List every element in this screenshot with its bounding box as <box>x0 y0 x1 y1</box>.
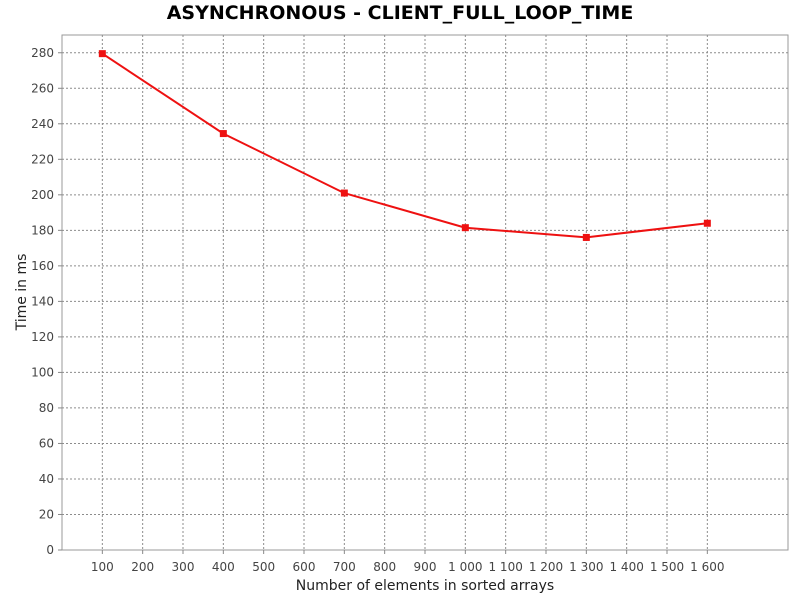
y-tick-label: 20 <box>39 507 54 521</box>
x-tick-label: 900 <box>414 560 437 574</box>
y-tick-label: 140 <box>31 294 54 308</box>
y-tick-label: 80 <box>39 401 54 415</box>
x-tick-label: 1 200 <box>529 560 563 574</box>
x-tick-label: 1 300 <box>569 560 603 574</box>
x-tick-label: 1 600 <box>690 560 724 574</box>
x-tick-label: 1 400 <box>609 560 643 574</box>
y-tick-label: 220 <box>31 152 54 166</box>
x-axis-label: Number of elements in sorted arrays <box>296 578 554 594</box>
data-point-marker <box>99 50 106 57</box>
x-tick-label: 200 <box>131 560 154 574</box>
x-tick-label: 600 <box>293 560 316 574</box>
x-tick-label: 1 100 <box>488 560 522 574</box>
y-tick-label: 160 <box>31 259 54 273</box>
data-point-marker <box>583 234 590 241</box>
data-point-marker <box>704 220 711 227</box>
x-tick-label: 1 500 <box>650 560 684 574</box>
y-tick-label: 240 <box>31 117 54 131</box>
x-tick-label: 700 <box>333 560 356 574</box>
y-tick-label: 60 <box>39 436 54 450</box>
x-tick-label: 300 <box>172 560 195 574</box>
y-tick-label: 120 <box>31 330 54 344</box>
data-point-marker <box>220 130 227 137</box>
x-tick-label: 800 <box>373 560 396 574</box>
x-tick-label: 400 <box>212 560 235 574</box>
x-tick-label: 100 <box>91 560 114 574</box>
y-tick-label: 0 <box>46 543 54 557</box>
x-tick-label: 1 000 <box>448 560 482 574</box>
data-point-marker <box>462 224 469 231</box>
y-tick-label: 40 <box>39 472 54 486</box>
y-tick-label: 180 <box>31 223 54 237</box>
y-axis-label: Time in ms <box>14 254 30 332</box>
x-tick-label: 500 <box>252 560 275 574</box>
y-tick-label: 100 <box>31 365 54 379</box>
data-point-marker <box>341 190 348 197</box>
y-tick-label: 280 <box>31 46 54 60</box>
y-tick-label: 200 <box>31 188 54 202</box>
y-tick-label: 260 <box>31 81 54 95</box>
